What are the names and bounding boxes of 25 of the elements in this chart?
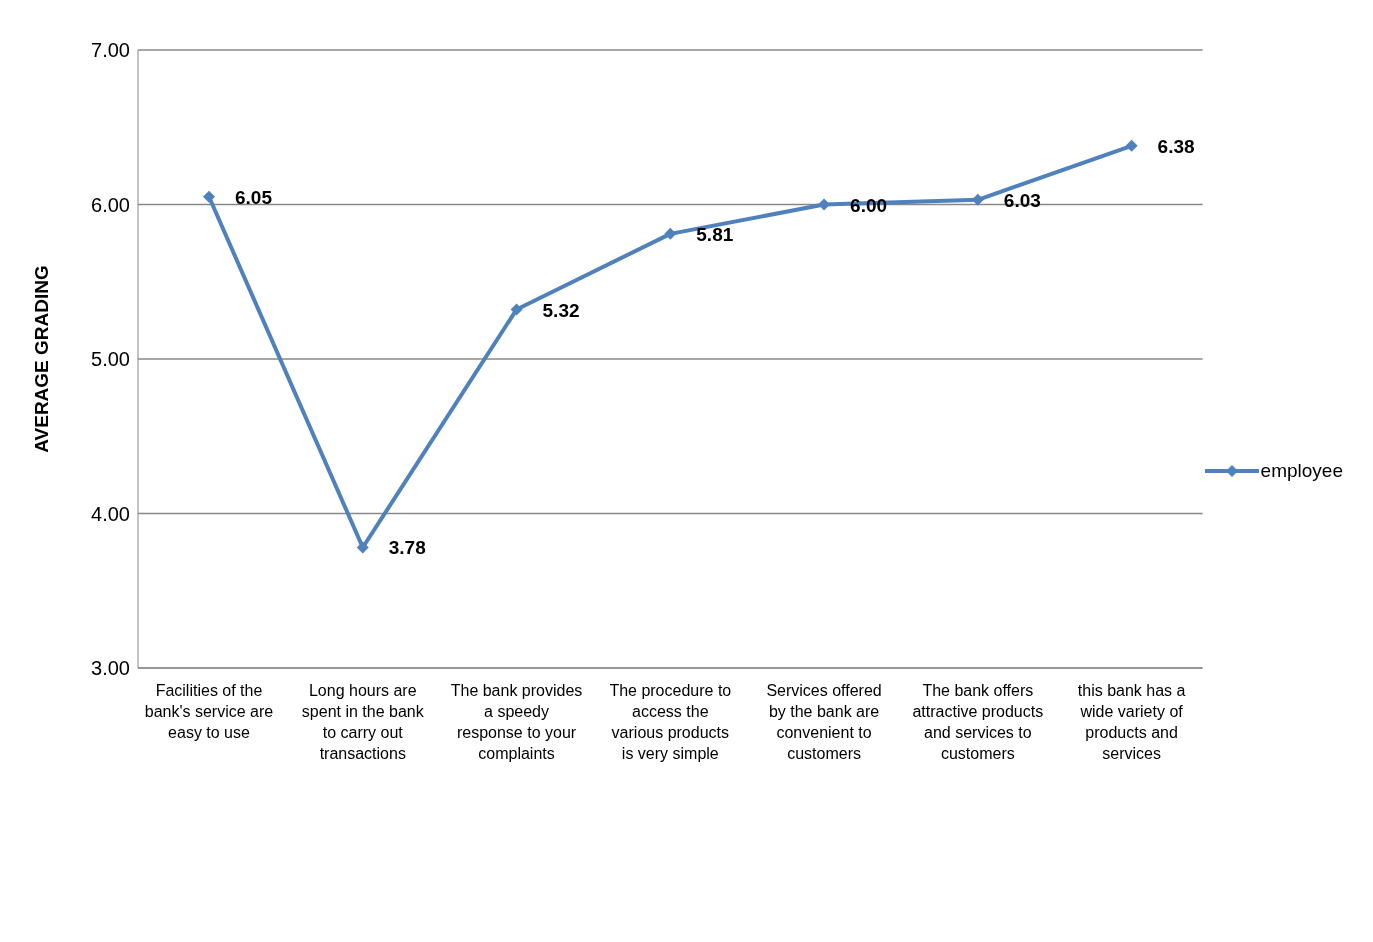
data-label: 3.78 — [388, 537, 426, 559]
x-tick-label: this bank has a wide variety of products and services — [1077, 682, 1186, 762]
point — [1125, 139, 1138, 152]
legend-label: employee — [1260, 459, 1343, 482]
point — [510, 303, 523, 316]
data-label: 5.81 — [696, 223, 734, 245]
data-label: 5.32 — [542, 299, 580, 321]
y-tick-label: 6.00 — [91, 193, 130, 216]
x-tick-label: The bank offers attractive products and services to customers — [912, 682, 1044, 762]
y-axis-title: AVERAGE GRADING — [30, 265, 52, 453]
y-tick-label: 5.00 — [91, 348, 130, 371]
data-label: 6.05 — [235, 186, 273, 208]
y-tick-label: 7.00 — [91, 39, 130, 62]
point — [356, 541, 369, 554]
x-tick-label: Facilities of the bank's service are easy to use — [144, 682, 274, 741]
data-label: 6.38 — [1157, 135, 1195, 157]
point — [203, 190, 215, 203]
y-tick-label: 3.00 — [91, 657, 130, 680]
x-tick-label: The procedure to access the various products is very simple — [609, 682, 732, 762]
y-tick-label: 4.00 — [91, 502, 130, 525]
point — [664, 227, 677, 240]
x-tick-label: Services offered by the bank are convenient to customers — [766, 682, 882, 762]
x-tick-label: Long hours are spent in the bank to carry out transactions — [301, 682, 425, 762]
x-tick-label: The bank provides a speedy response to your complaints — [450, 682, 583, 762]
data-label: 6.03 — [1003, 189, 1041, 211]
